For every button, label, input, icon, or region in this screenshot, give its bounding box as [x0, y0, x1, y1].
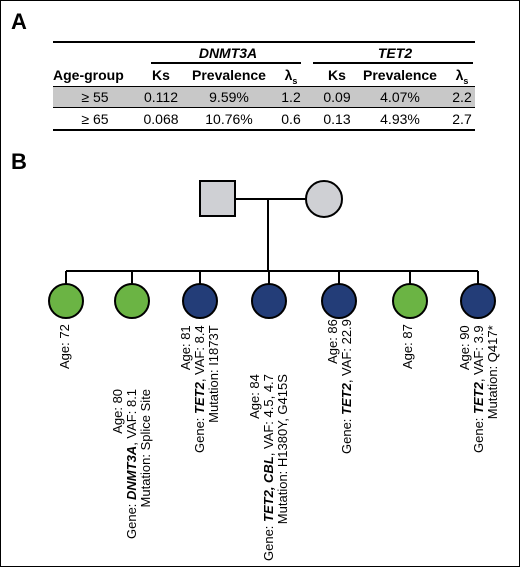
child-6-circle	[392, 283, 428, 319]
table-cell: 0.068	[143, 111, 179, 127]
col-header-ks: Ks	[328, 67, 346, 83]
table-cell: ≥ 65	[81, 111, 109, 127]
table-cell: ≥ 55	[81, 89, 109, 105]
panel-b-label: B	[11, 149, 27, 174]
col-header-ks: Ks	[152, 67, 170, 83]
child-2-circle	[114, 283, 150, 319]
table-bottom-rule	[53, 129, 475, 131]
table-cell: 0.09	[323, 89, 351, 105]
tet2-group-rule	[313, 62, 473, 64]
child-5-circle	[321, 283, 357, 319]
col-header-prevalence: Prevalence	[192, 67, 266, 83]
col-header-age-group: Age-group	[53, 67, 124, 83]
child-7-label: Age: 90 Gene: TET2, VAF: 3.9 Mutation: Q…	[457, 325, 500, 453]
col-header-lambda: λs	[284, 67, 298, 86]
table-cell: 10.76%	[205, 111, 253, 127]
mother-circle	[305, 180, 343, 218]
group-header-dnmt3a: DNMT3A	[198, 45, 258, 61]
child-2-label: Age: 80 Gene: DNMT3A, VAF: 8.1 Mutation:…	[110, 388, 153, 539]
table-cell: 2.7	[452, 111, 472, 127]
table-cell: 0.13	[323, 111, 351, 127]
father-square	[199, 180, 236, 217]
table-cell: 4.07%	[380, 89, 420, 105]
table-cell: 1.2	[281, 89, 301, 105]
child-1-label: Age: 72	[57, 324, 72, 369]
table-cell: 4.93%	[380, 111, 420, 127]
child-3-circle	[182, 283, 218, 319]
child-6-label: Age: 87	[400, 324, 415, 369]
sibling-drop-lines	[65, 271, 479, 284]
child-4-circle	[251, 283, 287, 319]
child-7-circle	[460, 283, 496, 319]
group-header-tet2: TET2	[377, 45, 413, 61]
table-cell: 0.112	[144, 89, 178, 105]
dnmt3a-group-rule	[151, 62, 301, 64]
table-cell: 2.2	[452, 89, 472, 105]
child-4-label: Age: 84 Gene: TET2, CBL, VAF: 4.5, 4.7 M…	[247, 374, 290, 561]
row-separator	[53, 107, 475, 108]
header-rule	[53, 86, 475, 88]
child-3-label: Age: 81 Gene: TET2, VAF: 8.4 Mutation: I…	[178, 325, 221, 453]
child-1-circle	[48, 283, 84, 319]
table-top-rule	[53, 41, 475, 43]
shaded-row-bg	[53, 87, 475, 107]
col-header-prevalence: Prevalence	[363, 67, 437, 83]
table-cell: 0.6	[281, 111, 301, 127]
col-header-lambda: λs	[455, 67, 469, 86]
child-5-label: Age: 86 Gene: TET2, VAF: 22.9	[325, 319, 354, 454]
table-cell: 9.59%	[209, 89, 249, 105]
panel-a-label: A	[11, 9, 27, 34]
